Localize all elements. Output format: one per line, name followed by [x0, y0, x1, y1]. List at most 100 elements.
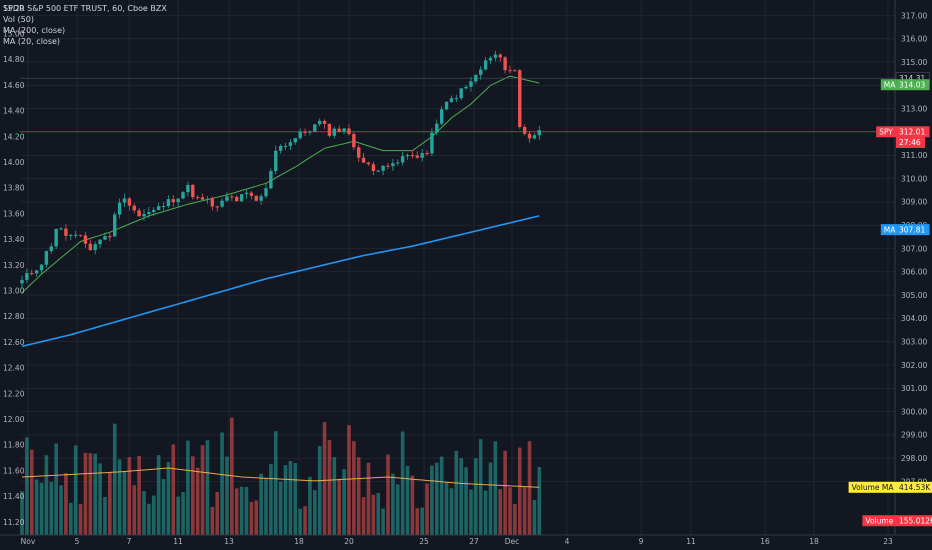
candle-body[interactable] [386, 165, 390, 167]
candle-body[interactable] [396, 162, 400, 164]
candle-body[interactable] [410, 154, 415, 156]
candle-body[interactable] [420, 153, 424, 158]
candle-body[interactable] [44, 251, 49, 265]
candle-body[interactable] [142, 213, 146, 217]
candle-body[interactable] [195, 197, 200, 199]
candle-body[interactable] [278, 145, 283, 151]
candle-body[interactable] [152, 209, 156, 213]
candle-body[interactable] [288, 142, 293, 146]
candle-body[interactable] [88, 243, 93, 251]
candle-body[interactable] [98, 239, 102, 245]
candle-body[interactable] [186, 184, 190, 193]
candle-body[interactable] [181, 192, 185, 199]
candle-body[interactable] [122, 198, 127, 203]
candle-body[interactable] [269, 171, 273, 189]
candle-body[interactable] [293, 138, 297, 143]
candle-body[interactable] [400, 156, 405, 163]
candle-body[interactable] [317, 120, 322, 125]
candle-body[interactable] [508, 70, 512, 72]
candle-body[interactable] [171, 199, 175, 203]
candle-body[interactable] [522, 126, 527, 134]
candle-body[interactable] [103, 236, 107, 240]
candle-body[interactable] [161, 206, 166, 208]
candle-body[interactable] [108, 236, 112, 238]
candle-body[interactable] [225, 196, 229, 201]
candle-body[interactable] [249, 192, 254, 196]
candle-body[interactable] [78, 234, 83, 236]
candle-body[interactable] [342, 128, 346, 132]
ma20-line[interactable] [21, 75, 540, 294]
candle-body[interactable] [137, 210, 141, 217]
candle-body[interactable] [254, 195, 258, 201]
candle-body[interactable] [347, 128, 351, 135]
candle-body[interactable] [474, 74, 478, 82]
candle-body[interactable] [176, 198, 180, 203]
candle-body[interactable] [210, 199, 215, 207]
indicator-ma20-label[interactable]: MA (20, close) [3, 37, 61, 46]
candle-body[interactable] [69, 235, 73, 237]
candle-body[interactable] [357, 147, 361, 158]
candle-body[interactable] [30, 273, 34, 275]
candle-body[interactable] [532, 135, 537, 139]
candle-body[interactable] [235, 197, 239, 202]
candle-body[interactable] [25, 273, 29, 280]
candle-body[interactable] [239, 194, 244, 202]
candle-body[interactable] [39, 264, 44, 271]
candle-body[interactable] [361, 157, 366, 163]
candle-body[interactable] [205, 199, 210, 201]
candle-body[interactable] [405, 154, 410, 157]
candle-body[interactable] [498, 54, 502, 58]
candle-body[interactable] [371, 164, 376, 171]
candle-body[interactable] [449, 98, 454, 102]
candle-body[interactable] [381, 165, 385, 171]
candle-body[interactable] [215, 206, 219, 208]
candle-body[interactable] [230, 196, 234, 198]
candle-body[interactable] [147, 212, 151, 214]
candle-body[interactable] [313, 124, 317, 132]
candle-body[interactable] [454, 98, 459, 100]
candle-body[interactable] [132, 205, 136, 211]
candle-body[interactable] [191, 184, 195, 198]
candle-body[interactable] [64, 228, 68, 236]
candle-body[interactable] [415, 155, 419, 158]
candle-body[interactable] [376, 170, 380, 172]
candle-body[interactable] [537, 130, 541, 136]
candle-body[interactable] [34, 270, 39, 274]
candle-body[interactable] [322, 120, 327, 124]
candle-body[interactable] [20, 279, 24, 284]
candle-body[interactable] [366, 162, 371, 165]
candle-body[interactable] [464, 86, 468, 89]
candle-body[interactable] [73, 234, 78, 236]
candle-body[interactable] [503, 57, 507, 71]
indicator-ma200-label[interactable]: MA (200, close) [3, 26, 66, 35]
candle-body[interactable] [327, 123, 332, 136]
candle-body[interactable] [459, 88, 463, 99]
candle-body[interactable] [425, 153, 429, 155]
candle-body[interactable] [49, 246, 53, 252]
candle-body[interactable] [483, 60, 488, 70]
candle-body[interactable] [488, 57, 493, 61]
volume-ma-line[interactable] [21, 467, 540, 488]
candle-body[interactable] [156, 206, 161, 210]
candle-body[interactable] [493, 54, 498, 58]
candle-body[interactable] [469, 81, 473, 87]
candle-body[interactable] [298, 131, 302, 139]
indicator-volume-label[interactable]: Vol (50) [3, 15, 34, 24]
candle-body[interactable] [59, 228, 63, 230]
candle-body[interactable] [352, 134, 356, 148]
candle-body[interactable] [54, 228, 58, 247]
candle-body[interactable] [444, 101, 449, 110]
candle-body[interactable] [93, 244, 97, 251]
candle-body[interactable] [435, 123, 439, 133]
candle-body[interactable] [264, 188, 268, 197]
candle-body[interactable] [391, 163, 395, 167]
candle-body[interactable] [513, 70, 517, 72]
candle-body[interactable] [283, 145, 288, 147]
candle-body[interactable] [303, 131, 307, 133]
candle-body[interactable] [332, 128, 337, 136]
candle-body[interactable] [308, 131, 312, 133]
candle-body[interactable] [127, 198, 132, 206]
candle-body[interactable] [117, 202, 122, 215]
